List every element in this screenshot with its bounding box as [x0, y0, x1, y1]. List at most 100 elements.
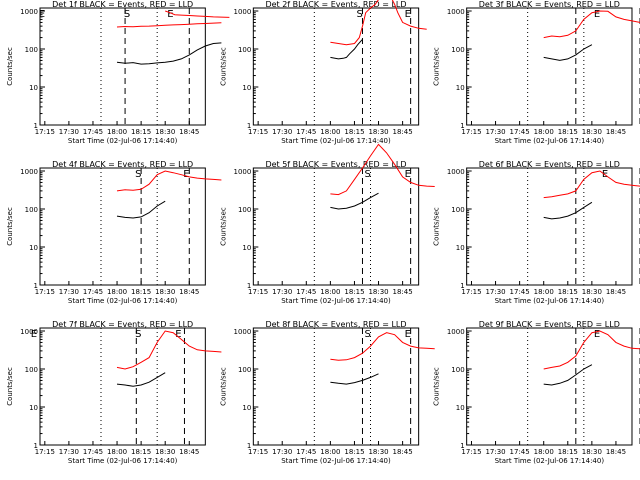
events-series-line — [543, 44, 593, 61]
y-tick-label: 1000 — [20, 328, 38, 336]
x-axis-label: Start Time (02-Jul-06 17:14:40) — [68, 137, 178, 145]
plot-frame — [252, 7, 420, 126]
y-tick-label: 10 — [456, 244, 465, 252]
x-tick-label: 18:15 — [344, 128, 364, 136]
marker-label: E — [31, 329, 37, 340]
x-tick-label: 18:00 — [320, 448, 340, 456]
x-tick-label: 17:30 — [485, 128, 505, 136]
x-tick-label: 17:30 — [272, 448, 292, 456]
y-tick-label: 100 — [238, 366, 251, 374]
y-tick-label: 100 — [25, 366, 38, 374]
lld-series-line — [116, 170, 222, 192]
x-tick-label: 17:45 — [83, 128, 103, 136]
x-tick-label: 18:00 — [534, 288, 554, 296]
x-axis-label: Start Time (02-Jul-06 17:14:40) — [281, 137, 391, 145]
y-tick-label: 1 — [460, 282, 464, 290]
y-axis-label: Counts/sec — [219, 207, 227, 246]
x-tick-label: 18:15 — [558, 128, 578, 136]
panel-title: Det 2f BLACK = Events, RED = LLD — [265, 0, 406, 9]
y-tick-label: 1000 — [234, 8, 252, 16]
panel-title: Det 6f BLACK = Events, RED = LLD — [479, 160, 620, 169]
events-series-line — [543, 201, 593, 220]
panel-det-8: Det 8f BLACK = Events, RED = LLD 1 10 100 10… — [219, 320, 435, 465]
x-tick-label: 17:45 — [296, 448, 316, 456]
y-axis-label: Counts/sec — [6, 367, 14, 406]
y-tick-label: 100 — [25, 46, 38, 54]
x-tick-label: 18:45 — [179, 128, 199, 136]
x-tick-label: 18:30 — [368, 448, 388, 456]
x-tick-label: 18:45 — [179, 288, 199, 296]
x-axis-label: Start Time (02-Jul-06 17:14:40) — [281, 297, 391, 305]
x-axis-label: Start Time (02-Jul-06 17:14:40) — [495, 457, 605, 465]
x-tick-label: 17:15 — [248, 288, 268, 296]
y-tick-label: 10 — [456, 84, 465, 92]
marker-label: E — [405, 329, 411, 340]
events-series-line — [116, 372, 166, 387]
y-axis-label: Counts/sec — [219, 47, 227, 86]
x-tick-label: 18:45 — [179, 448, 199, 456]
y-tick-label: 1 — [247, 122, 251, 130]
x-tick-label: 18:45 — [393, 288, 413, 296]
x-tick-label: 17:30 — [59, 128, 79, 136]
y-tick-label: 1000 — [234, 328, 252, 336]
events-series-line — [330, 38, 363, 60]
y-axis-label: Counts/sec — [6, 207, 14, 246]
x-tick-label: 18:15 — [131, 448, 151, 456]
marker-label: S — [356, 9, 362, 20]
events-series-line — [543, 364, 593, 386]
x-tick-label: 17:30 — [59, 448, 79, 456]
x-tick-label: 17:15 — [248, 448, 268, 456]
panel-det-6: Det 6f BLACK = Events, RED = LLD 1 10 100 10… — [433, 160, 640, 305]
x-tick-label: 18:30 — [155, 448, 175, 456]
x-tick-label: 18:15 — [131, 288, 151, 296]
lld-series-line — [330, 0, 427, 46]
y-tick-label: 100 — [451, 46, 464, 54]
plot-frame — [466, 167, 633, 286]
x-tick-label: 17:15 — [461, 128, 481, 136]
x-tick-label: 18:45 — [393, 448, 413, 456]
x-tick-label: 17:15 — [248, 128, 268, 136]
x-tick-label: 17:15 — [35, 128, 55, 136]
y-tick-label: 1000 — [447, 8, 465, 16]
panel-det-7: Det 7f BLACK = Events, RED = LLD 1 10 100 10… — [6, 320, 222, 465]
x-tick-label: 18:45 — [606, 448, 626, 456]
y-tick-label: 100 — [238, 46, 251, 54]
panel-title: Det 8f BLACK = Events, RED = LLD — [265, 320, 406, 329]
plot-frame — [466, 7, 633, 126]
x-tick-label: 18:00 — [107, 288, 127, 296]
events-series-line — [116, 42, 222, 65]
x-tick-label: 18:00 — [320, 128, 340, 136]
x-tick-label: 18:00 — [107, 448, 127, 456]
y-tick-label: 1000 — [234, 168, 252, 176]
lld-series-line — [165, 10, 230, 18]
x-tick-label: 18:15 — [558, 288, 578, 296]
x-tick-label: 18:30 — [368, 128, 388, 136]
panel-title: Det 1f BLACK = Events, RED = LLD — [52, 0, 193, 9]
marker-label: S — [135, 169, 141, 180]
plot-frame — [252, 327, 420, 446]
y-axis-label: Counts/sec — [6, 47, 14, 86]
panel-det-4: Det 4f BLACK = Events, RED = LLD 1 10 100 10… — [6, 160, 222, 305]
lld-series-line — [543, 330, 640, 370]
marker-label: E — [183, 169, 189, 180]
x-tick-label: 17:30 — [59, 288, 79, 296]
x-tick-label: 18:45 — [393, 128, 413, 136]
panel-title: Det 7f BLACK = Events, RED = LLD — [52, 320, 193, 329]
events-series-line — [116, 200, 166, 219]
y-axis-label: Counts/sec — [433, 47, 441, 86]
panel-det-3: Det 3f BLACK = Events, RED = LLD 1 10 100 10… — [433, 0, 640, 145]
x-tick-label: 17:30 — [485, 288, 505, 296]
plot-frame — [39, 327, 206, 446]
lld-series-line — [330, 143, 435, 196]
marker-label: E — [167, 9, 173, 20]
marker-label: S — [364, 329, 370, 340]
marker-label: S — [124, 9, 130, 20]
x-axis-label: Start Time (02-Jul-06 17:14:40) — [495, 137, 605, 145]
x-tick-label: 17:15 — [461, 288, 481, 296]
panel-det-2: Det 2f BLACK = Events, RED = LLD 1 10 100 10… — [219, 0, 427, 145]
x-axis-label: Start Time (02-Jul-06 17:14:40) — [495, 297, 605, 305]
x-tick-label: 18:00 — [107, 128, 127, 136]
y-tick-label: 10 — [456, 404, 465, 412]
x-axis-label: Start Time (02-Jul-06 17:14:40) — [281, 457, 391, 465]
